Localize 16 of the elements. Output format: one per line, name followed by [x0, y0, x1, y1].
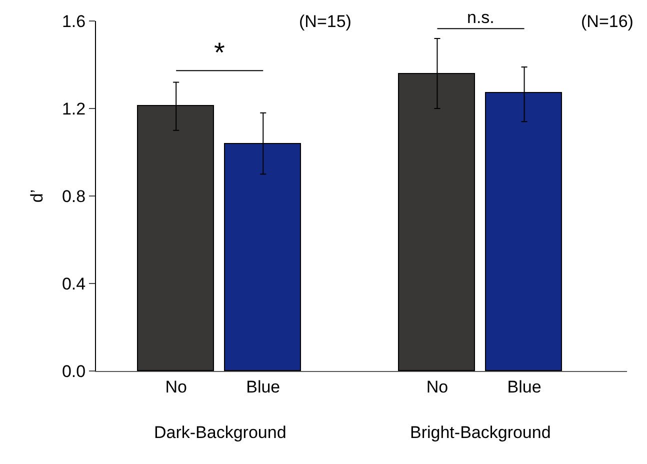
y-tick-label: 0.4 [62, 274, 86, 294]
annotation: n.s. [467, 8, 494, 27]
text: Bright-Background [410, 423, 551, 442]
text: Dark-Background [154, 423, 286, 442]
x-tick-label: No [165, 377, 187, 396]
y-axis-title: d’ [28, 189, 47, 203]
y-tick-label: 0.8 [62, 186, 86, 206]
y-tick-label: 1.2 [62, 99, 86, 118]
x-tick-label: Blue [246, 377, 280, 396]
y-tick-label: 1.6 [62, 12, 86, 31]
annotation: (N=15) [299, 12, 352, 31]
y-tick-label: 0.0 [62, 362, 86, 381]
annotation: (N=16) [581, 12, 634, 31]
x-tick-label: Blue [507, 377, 542, 396]
x-tick-label: No [426, 377, 448, 396]
annotation: * [214, 37, 225, 68]
